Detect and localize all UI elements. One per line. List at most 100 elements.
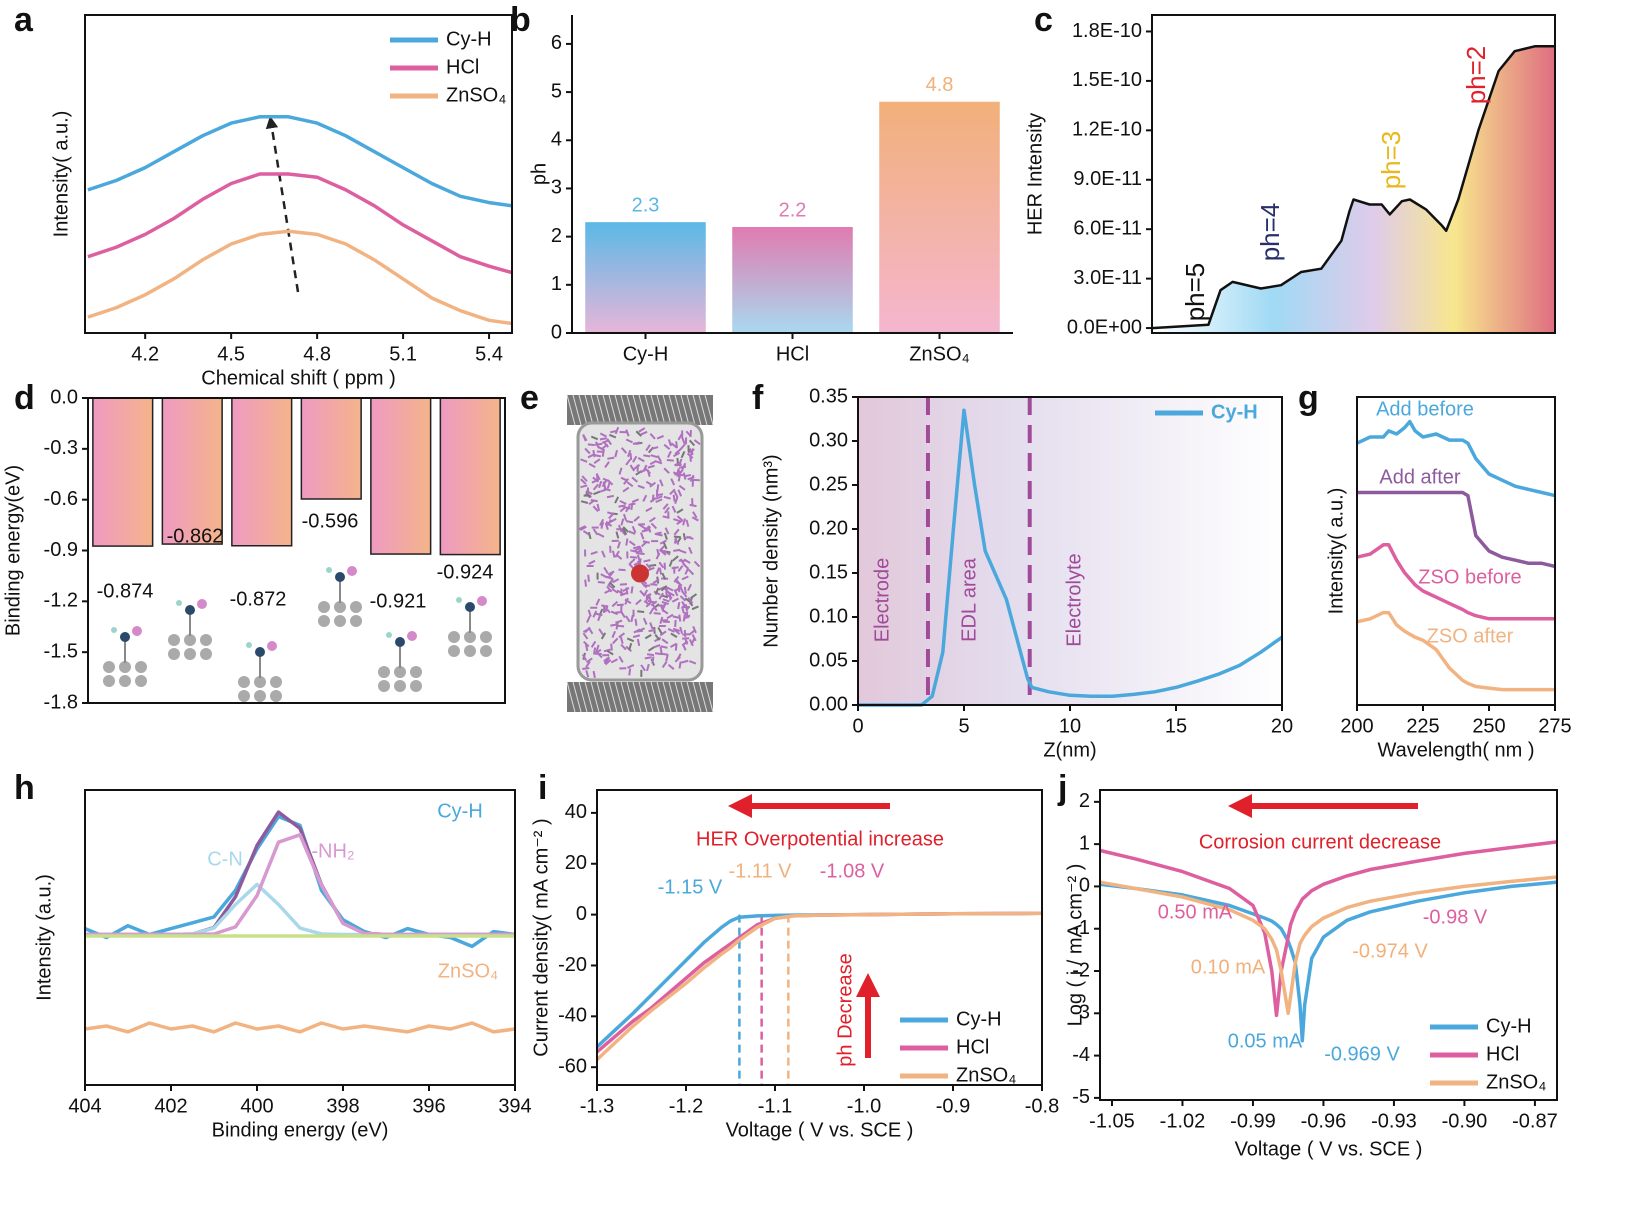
y-tick-label: -20 — [558, 954, 587, 976]
value-label: -0.874 — [97, 580, 154, 602]
graphene-lattice — [674, 681, 684, 713]
molecule — [598, 628, 604, 636]
molecule — [581, 653, 588, 662]
molecule — [662, 515, 670, 519]
molecule — [656, 435, 664, 440]
molecule — [582, 530, 590, 536]
molecule — [609, 517, 617, 523]
molecule — [643, 454, 651, 458]
molecule — [632, 441, 641, 445]
molecule — [658, 545, 666, 552]
atom — [464, 645, 476, 657]
molecule — [638, 427, 646, 433]
molecule — [580, 458, 588, 463]
molecule — [620, 518, 625, 526]
graphene-lattice — [596, 681, 606, 713]
molecule — [653, 612, 661, 615]
graphene-lattice — [698, 681, 708, 713]
molecule — [617, 624, 625, 628]
plot-frame — [596, 789, 1043, 1086]
molecule — [604, 522, 609, 530]
y-tick-label: 2 — [551, 225, 562, 247]
molecule — [650, 583, 658, 586]
molecule — [641, 528, 649, 533]
molecule — [650, 454, 658, 459]
x-tick-label: 400 — [240, 1095, 273, 1117]
molecule — [578, 525, 586, 531]
annotation: -1.08 V — [820, 860, 885, 882]
molecule — [628, 540, 636, 547]
molecule — [687, 597, 694, 604]
graphene-lattice — [566, 394, 576, 426]
x-tick-label: 0 — [852, 715, 863, 737]
series-line — [1356, 610, 1555, 692]
molecule — [590, 435, 599, 441]
annotation: ph=3 — [1376, 131, 1406, 190]
annotation: 0.10 mA — [1191, 956, 1266, 978]
y-tick-label: 0.0 — [50, 386, 78, 408]
molecule — [625, 615, 631, 623]
molecule — [647, 599, 656, 604]
graphene-lattice — [584, 681, 594, 713]
molecule — [644, 633, 652, 640]
y-axis-label: ph — [528, 163, 550, 185]
series-label: Add after — [1379, 466, 1461, 488]
molecule — [626, 481, 634, 488]
molecule — [630, 556, 638, 559]
y-tick-label: 1.8E-10 — [1072, 20, 1142, 42]
graphene-lattice — [704, 394, 714, 426]
annotation: -0.969 V — [1324, 1043, 1400, 1065]
molecule — [604, 659, 612, 666]
molecule — [671, 505, 677, 513]
graphene-lattice — [632, 394, 642, 426]
molecule — [611, 588, 619, 594]
atom — [200, 634, 212, 646]
atom — [111, 627, 117, 633]
atom — [326, 567, 332, 573]
x-tick-label: 5.1 — [389, 343, 417, 365]
molecule — [655, 495, 663, 500]
panel-label: f — [752, 379, 764, 417]
molecule — [588, 462, 596, 469]
x-tick-label: -0.90 — [1442, 1110, 1488, 1132]
molecule — [635, 430, 642, 437]
molecule — [667, 439, 672, 447]
graphene-lattice — [626, 681, 636, 713]
molecule — [614, 550, 620, 558]
area-fill — [1152, 46, 1555, 334]
molecule — [584, 579, 587, 587]
graphene-lattice — [674, 394, 684, 426]
molecule — [587, 443, 595, 447]
y-axis-label: Binding energy(eV) — [2, 465, 24, 636]
molecule — [630, 586, 634, 594]
molecule — [670, 632, 678, 638]
graphene-lattice — [650, 681, 660, 713]
y-tick-label: -1.5 — [44, 640, 78, 662]
molecule — [661, 661, 668, 668]
graphene-lattice — [644, 681, 654, 713]
series-line — [1099, 840, 1557, 1018]
y-axis-label: HER Intensity — [1024, 113, 1046, 235]
molecule — [662, 598, 670, 603]
annotation: 0.05 mA — [1228, 1030, 1303, 1052]
molecule — [679, 558, 686, 566]
graphene-lattice — [638, 394, 648, 426]
atom — [184, 648, 196, 660]
molecule — [642, 540, 650, 544]
molecule — [603, 657, 610, 665]
graphene-lattice — [692, 681, 702, 713]
graphene-lattice — [614, 681, 624, 713]
molecule — [610, 610, 619, 616]
molecule — [634, 618, 638, 626]
molecule — [614, 449, 618, 458]
molecule — [612, 637, 619, 645]
molecule — [673, 575, 680, 583]
x-tick-label: -1.02 — [1160, 1110, 1206, 1132]
molecule — [662, 542, 668, 550]
molecule — [663, 550, 671, 556]
molecule — [592, 670, 596, 679]
atom — [410, 680, 422, 692]
bar — [732, 227, 853, 333]
